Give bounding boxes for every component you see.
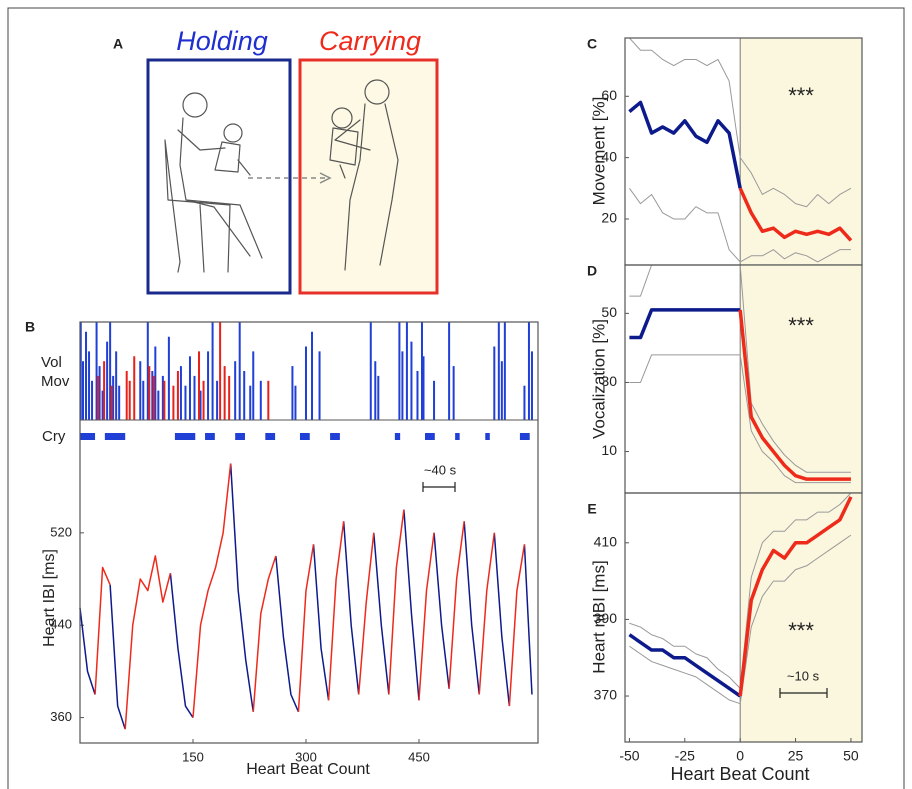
y-tick-label: 390 bbox=[594, 610, 618, 626]
scale-bar-label: ~10 s bbox=[787, 668, 820, 683]
holding-sketch bbox=[164, 92, 263, 273]
x-tick-label: 0 bbox=[736, 748, 744, 764]
y-axis-label: Heart nIBI [ms] bbox=[589, 560, 608, 673]
series-line bbox=[629, 308, 741, 340]
significance: *** bbox=[788, 618, 814, 643]
carrying-sketch bbox=[329, 79, 399, 271]
activity-label: Vol bbox=[41, 354, 62, 371]
series-line bbox=[94, 463, 526, 730]
plot-frame bbox=[79, 321, 539, 744]
cry-segment bbox=[485, 433, 490, 440]
x-tick-label: 25 bbox=[788, 748, 804, 764]
x-tick-label: 150 bbox=[182, 749, 204, 764]
holding-box bbox=[146, 58, 292, 295]
cry-segment bbox=[235, 433, 245, 440]
series-line bbox=[629, 354, 851, 484]
carrying-title: Carrying bbox=[319, 26, 421, 56]
y-tick-label: 40 bbox=[601, 148, 617, 164]
series-line bbox=[629, 534, 852, 705]
figure-border bbox=[7, 7, 905, 789]
scale-bar bbox=[779, 688, 828, 698]
series-line bbox=[629, 188, 851, 263]
cry-segment bbox=[425, 433, 435, 440]
panel-label: E bbox=[587, 501, 596, 517]
x-tick-label: 450 bbox=[408, 749, 430, 764]
panel-a: A Holding Carrying bbox=[113, 26, 439, 295]
carrying-shade bbox=[740, 493, 862, 742]
x-axis-label: Heart Beat Count bbox=[670, 764, 809, 784]
cry-segment bbox=[394, 433, 401, 440]
cry-segment bbox=[299, 433, 310, 440]
series-line bbox=[738, 187, 853, 242]
y-tick-label: 440 bbox=[50, 617, 72, 632]
panel-label: C bbox=[587, 36, 597, 52]
panel-label: A bbox=[113, 36, 123, 52]
x-tick-label: 50 bbox=[843, 748, 859, 764]
significance: *** bbox=[788, 313, 814, 338]
y-tick-label: 10 bbox=[601, 442, 617, 458]
series-line bbox=[738, 309, 851, 481]
y-tick-label: 60 bbox=[601, 87, 617, 103]
scale-bar bbox=[422, 482, 456, 492]
x-axis-label: Heart Beat Count bbox=[246, 761, 370, 778]
x-tick-label: 300 bbox=[295, 749, 317, 764]
y-tick-label: 50 bbox=[601, 304, 617, 320]
cry-segment bbox=[174, 433, 196, 440]
y-tick-label: 360 bbox=[50, 709, 72, 724]
series-line bbox=[738, 496, 853, 697]
carrying-box bbox=[298, 58, 439, 295]
series-line bbox=[79, 463, 533, 730]
panel-label: D bbox=[587, 263, 597, 279]
significance: *** bbox=[788, 83, 814, 108]
y-tick-label: 20 bbox=[601, 210, 617, 226]
cry-segment bbox=[80, 433, 96, 440]
cry-segment bbox=[104, 433, 126, 440]
activity-label: Mov bbox=[41, 373, 70, 390]
series-line bbox=[629, 37, 852, 208]
carrying-shade bbox=[740, 265, 862, 493]
y-tick-label: 370 bbox=[594, 687, 618, 703]
holding-title: Holding bbox=[176, 26, 268, 56]
y-axis-label: Vocalization [%] bbox=[589, 319, 608, 439]
arrow-head bbox=[319, 172, 332, 184]
series-line bbox=[628, 100, 742, 189]
scale-bar-label: ~40 s bbox=[424, 462, 457, 477]
x-tick-label: -50 bbox=[619, 748, 639, 764]
plot-frame bbox=[624, 492, 863, 743]
cry-segment bbox=[519, 433, 530, 440]
y-axis-label: Heart IBI [ms] bbox=[41, 549, 58, 647]
panel-label: B bbox=[25, 319, 35, 335]
y-tick-label: 520 bbox=[50, 524, 72, 539]
cry-segment bbox=[265, 433, 276, 440]
cry-label: Cry bbox=[42, 428, 66, 445]
cry-segment bbox=[205, 433, 215, 440]
series-line bbox=[628, 633, 742, 698]
cry-segment bbox=[455, 433, 460, 440]
y-axis-label: Movement [%] bbox=[589, 97, 608, 206]
y-tick-label: 30 bbox=[601, 373, 617, 389]
x-tick-label: -25 bbox=[675, 748, 695, 764]
y-tick-label: 410 bbox=[594, 534, 618, 550]
cry-segment bbox=[330, 433, 340, 440]
